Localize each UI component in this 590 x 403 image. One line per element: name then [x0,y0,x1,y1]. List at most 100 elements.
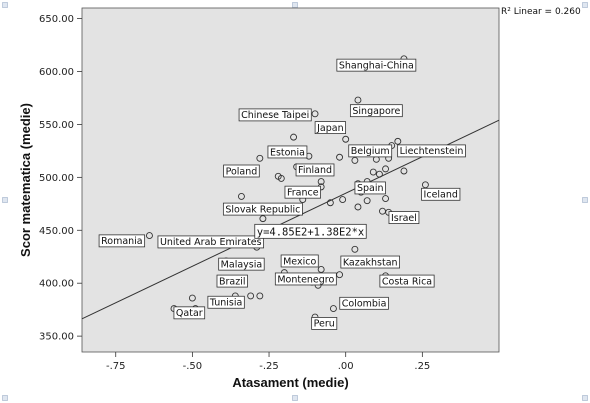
country-label: Finland [295,163,335,177]
data-point [369,168,377,176]
y-axis-title: Scor matematica (medie) [18,103,33,257]
country-label: Belgium [348,144,393,158]
data-point [375,170,383,178]
svg-text:United Arab Emirates: United Arab Emirates [160,237,262,248]
data-point [354,203,362,211]
data-point [277,174,285,182]
country-label: United Arab Emirates [157,235,265,249]
country-label: France [284,185,321,199]
y-tick-label: 650.00 [39,14,74,25]
y-tick-label: 350.00 [39,332,74,343]
svg-text:Poland: Poland [226,166,258,177]
x-tick-label: .25 [414,361,430,372]
country-label: Iceland [421,187,461,201]
country-labels: Shanghai-China Singapore Chinese Taipei Jap… [98,58,466,330]
x-tick-label: -.50 [183,361,203,372]
country-label: Japan [314,121,347,135]
data-point [351,245,359,253]
country-label: Brazil [216,274,248,288]
country-label: Peru [311,317,338,330]
svg-text:Costa Rica: Costa Rica [382,276,432,287]
selection-handle-3[interactable] [2,197,8,203]
r-squared-note: R² Linear = 0.260 [501,7,581,17]
data-point [329,305,337,313]
data-point [339,196,347,204]
country-label: Poland [223,164,260,178]
data-point [394,137,402,145]
svg-text:Japan: Japan [316,123,344,134]
fit-equation-label: y=4.85E2+1.38E2*x [254,223,367,239]
data-point [247,292,255,300]
country-label: Spain [354,181,386,195]
svg-text:Estonia: Estonia [270,147,305,158]
country-label: Slovak Republic [222,202,303,216]
selection-handle-1[interactable] [292,2,298,8]
data-point [382,165,390,173]
country-label: Montenegro [274,272,337,286]
data-point [317,265,325,273]
svg-text:Belgium: Belgium [351,146,390,157]
svg-text:Montenegro: Montenegro [277,274,334,285]
y-tick-label: 500.00 [39,173,74,184]
plot-area [81,7,500,353]
data-point [342,135,350,143]
data-point [382,195,390,202]
svg-text:Singapore: Singapore [352,106,400,117]
data-point [363,197,371,205]
x-tick-label: .00 [338,361,354,372]
svg-text:France: France [287,187,319,198]
svg-text:Malaysia: Malaysia [221,259,263,270]
country-label: Estonia [267,145,308,159]
svg-text:Slovak Republic: Slovak Republic [225,204,300,215]
svg-text:Qatar: Qatar [176,308,203,319]
data-point [421,181,429,189]
y-axis-ticks: 350.00 400.00 450.00 500.00 550.00 600.00 650.… [39,14,82,343]
svg-text:Romania: Romania [101,236,143,247]
data-point [256,154,264,162]
country-label: Costa Rica [379,274,435,288]
country-label: Malaysia [218,257,265,271]
data-point [336,153,344,161]
data-point [311,110,319,118]
svg-text:Israel: Israel [391,213,417,224]
svg-text:Finland: Finland [298,165,332,176]
svg-text:Iceland: Iceland [424,190,458,201]
data-point [188,294,196,302]
x-axis-ticks: -.75 -.50 -.25 .00 .25 [106,352,430,372]
data-point [317,178,325,186]
svg-text:Liechtenstein: Liechtenstein [400,146,464,157]
x-tick-label: -.75 [106,361,126,372]
data-point [237,192,245,200]
selection-handle-6[interactable] [292,395,298,401]
selection-handle-4[interactable] [582,197,588,203]
country-label: Tunisia [207,295,245,309]
country-label: Israel [388,211,420,224]
y-tick-label: 450.00 [39,226,74,237]
data-point [354,96,362,104]
svg-text:Spain: Spain [357,183,384,194]
data-point [326,199,334,207]
data-point [259,215,267,223]
selection-handle-0[interactable] [2,2,8,8]
country-label: Mexico [280,254,319,268]
data-point [146,232,153,240]
svg-text:Colombia: Colombia [342,299,387,310]
x-axis-title: Atasament (medie) [232,375,348,390]
svg-text:Kazakhstan: Kazakhstan [343,257,398,268]
selection-handle-7[interactable] [582,395,588,401]
x-tick-label: -.25 [259,361,279,372]
svg-text:Brazil: Brazil [219,276,246,287]
svg-text:y=4.85E2+1.38E2*x: y=4.85E2+1.38E2*x [257,226,364,238]
data-point [400,167,408,175]
data-point [256,292,264,300]
country-label: Kazakhstan [340,255,400,269]
selection-handle-5[interactable] [2,395,8,401]
country-label: Colombia [339,296,389,310]
svg-text:Peru: Peru [314,319,335,330]
svg-text:Shanghai-China: Shanghai-China [339,60,414,71]
country-label: Liechtenstein [397,144,466,158]
y-tick-label: 550.00 [39,120,74,131]
selection-handle-2[interactable] [582,2,588,8]
